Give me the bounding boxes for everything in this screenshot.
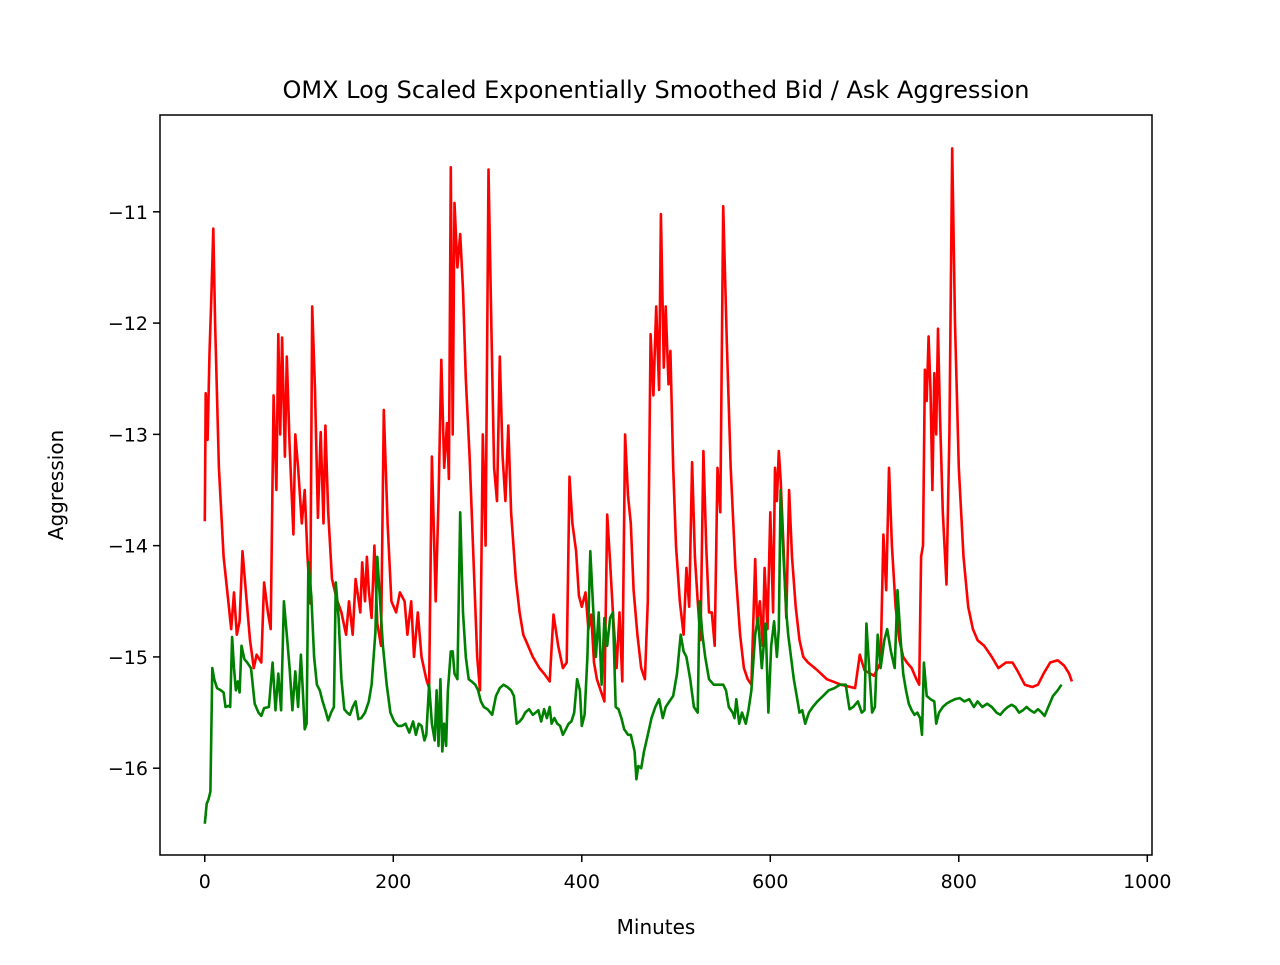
y-tick-label: −15 xyxy=(108,647,148,669)
y-tick-label: −12 xyxy=(108,313,148,335)
y-axis-label: Aggression xyxy=(44,430,68,540)
series-line-2 xyxy=(203,488,1063,824)
y-tick-label: −11 xyxy=(108,202,148,224)
x-tick-label: 1000 xyxy=(1123,871,1171,893)
x-tick-label: 200 xyxy=(375,871,411,893)
x-axis-label: Minutes xyxy=(617,915,696,939)
y-tick-label: −16 xyxy=(108,758,148,780)
x-tick-label: 600 xyxy=(752,871,788,893)
chart-title: OMX Log Scaled Exponentially Smoothed Bi… xyxy=(283,76,1030,104)
x-tick-label: 0 xyxy=(199,871,211,893)
x-tick-label: 800 xyxy=(941,871,977,893)
y-axis: −16 −15 −14 −13 −12 −11 xyxy=(108,202,160,780)
plot-frame xyxy=(159,114,1153,856)
x-axis: 0 200 400 600 800 1000 xyxy=(199,855,1171,893)
y-tick-label: −13 xyxy=(108,424,148,446)
y-tick-label: −14 xyxy=(108,536,148,558)
plot-area xyxy=(203,147,1074,824)
x-tick-label: 400 xyxy=(564,871,600,893)
